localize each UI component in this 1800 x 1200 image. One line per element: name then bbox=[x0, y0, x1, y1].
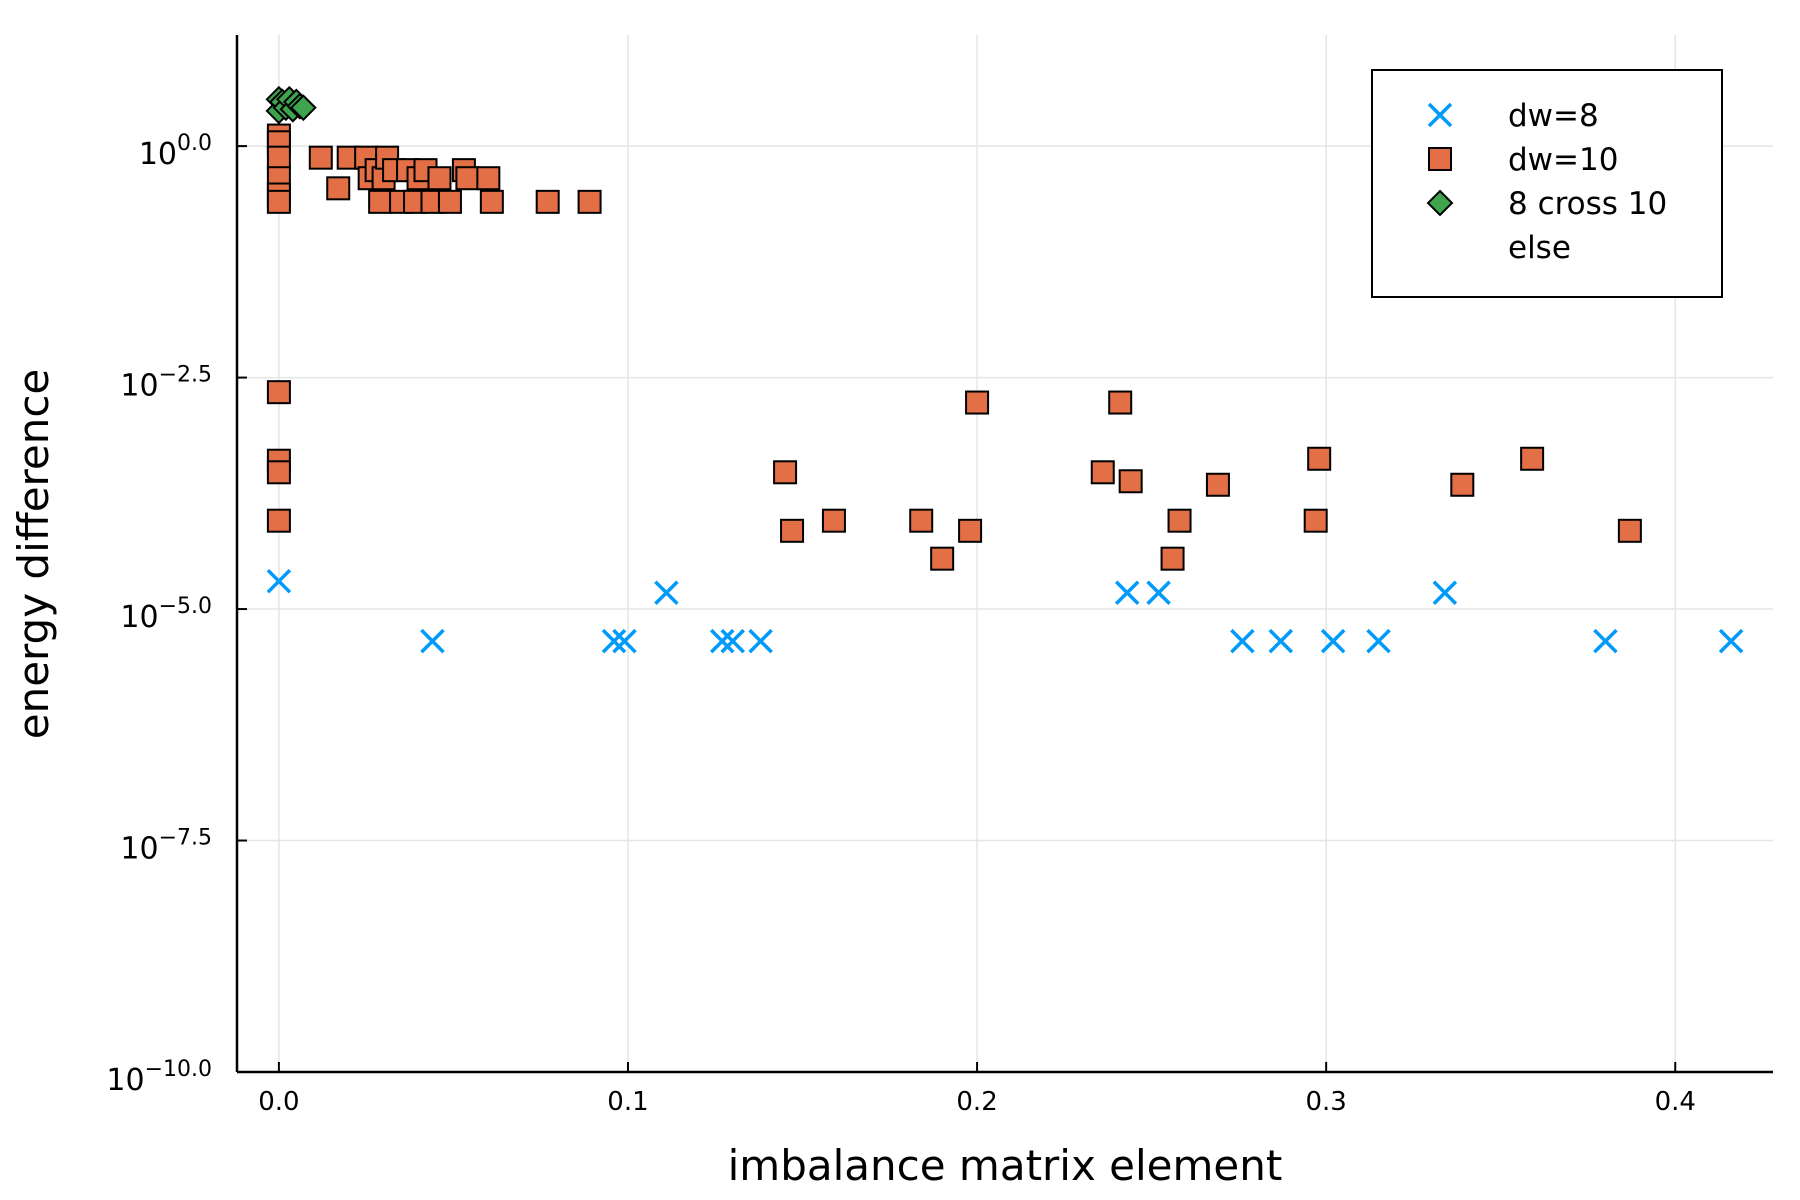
data-point bbox=[930, 546, 955, 571]
data-point bbox=[909, 508, 934, 533]
data-point bbox=[654, 580, 679, 605]
data-point bbox=[1718, 628, 1744, 654]
legend-label: 8 cross 10 bbox=[1508, 186, 1667, 222]
data-point bbox=[437, 189, 462, 214]
data-point bbox=[427, 166, 452, 191]
data-point bbox=[368, 189, 393, 214]
axes bbox=[235, 35, 1773, 1074]
legend: dw=8 dw=10 8 cross 10 else bbox=[1371, 69, 1723, 298]
data-point bbox=[1108, 390, 1133, 415]
data-point bbox=[289, 94, 317, 122]
legend-entries: dw=8 dw=10 8 cross 10 else bbox=[1426, 98, 1667, 266]
data-point bbox=[266, 508, 291, 533]
data-point bbox=[266, 568, 292, 594]
legend-label: dw=10 bbox=[1508, 142, 1618, 178]
data-point bbox=[1320, 628, 1346, 654]
data-point bbox=[965, 390, 990, 415]
y-tick-label: 10−5.0 bbox=[120, 594, 212, 635]
data-point bbox=[1520, 446, 1545, 471]
data-point bbox=[958, 518, 983, 543]
data-point bbox=[1146, 580, 1171, 605]
x-tick-label: 0.4 bbox=[1655, 1087, 1696, 1117]
y-tick-label: 10−7.5 bbox=[120, 826, 212, 867]
data-point bbox=[326, 176, 351, 201]
data-point bbox=[773, 460, 798, 485]
data-point bbox=[1167, 508, 1192, 533]
y-tick-label: 100.0 bbox=[139, 131, 212, 172]
data-point bbox=[1268, 628, 1294, 654]
data-point bbox=[1114, 580, 1140, 605]
data-point bbox=[1118, 469, 1143, 494]
x-axis-title: imbalance matrix element bbox=[728, 1141, 1283, 1190]
data-point bbox=[1617, 518, 1642, 543]
x-tick-label: 0.0 bbox=[258, 1087, 299, 1117]
data-point bbox=[601, 628, 627, 654]
data-point bbox=[748, 628, 773, 654]
data-point bbox=[420, 628, 445, 654]
data-point bbox=[308, 145, 333, 170]
data-point bbox=[455, 166, 480, 191]
data-point bbox=[266, 380, 291, 405]
y-axis-title: energy difference bbox=[9, 369, 58, 740]
data-point bbox=[1205, 472, 1230, 497]
data-point bbox=[577, 189, 602, 214]
data-point bbox=[266, 460, 291, 485]
data-point bbox=[535, 189, 560, 214]
x-tick-label: 0.2 bbox=[956, 1087, 997, 1117]
data-point bbox=[1432, 580, 1458, 605]
data-point bbox=[612, 628, 637, 654]
data-point bbox=[720, 628, 745, 654]
legend-box bbox=[1371, 69, 1723, 298]
data-point bbox=[709, 628, 735, 654]
tick-marks bbox=[237, 145, 1677, 1073]
y-tick-label: 10−2.5 bbox=[120, 363, 212, 404]
data-point bbox=[1593, 628, 1618, 654]
data-point bbox=[821, 508, 846, 533]
legend-marker bbox=[1427, 102, 1453, 128]
data-point bbox=[1303, 508, 1328, 533]
data-point bbox=[780, 518, 805, 543]
x-tick-label: 0.1 bbox=[607, 1087, 648, 1117]
y-tick-label: 10−10.0 bbox=[106, 1057, 212, 1098]
data-points bbox=[265, 85, 1744, 654]
y-tick-labels: 100.0 10−2.5 10−5.0 10−7.5 10−10.0 bbox=[106, 131, 212, 1098]
data-point bbox=[1366, 628, 1391, 654]
data-point bbox=[1230, 628, 1255, 654]
data-point bbox=[1160, 546, 1185, 571]
data-point bbox=[1090, 460, 1115, 485]
data-point bbox=[266, 189, 291, 214]
x-tick-label: 0.3 bbox=[1305, 1087, 1346, 1117]
data-point bbox=[266, 145, 291, 170]
legend-marker bbox=[1428, 147, 1452, 171]
grid-lines bbox=[237, 35, 1773, 1072]
legend-label: dw=8 bbox=[1508, 98, 1599, 134]
data-point bbox=[1307, 446, 1332, 471]
legend-label: else bbox=[1508, 230, 1571, 266]
x-tick-labels: 0.0 0.1 0.2 0.3 0.4 bbox=[258, 1087, 1696, 1117]
data-point bbox=[1450, 472, 1475, 497]
legend-marker bbox=[1426, 189, 1454, 217]
data-point bbox=[479, 189, 504, 214]
data-point bbox=[476, 166, 501, 191]
